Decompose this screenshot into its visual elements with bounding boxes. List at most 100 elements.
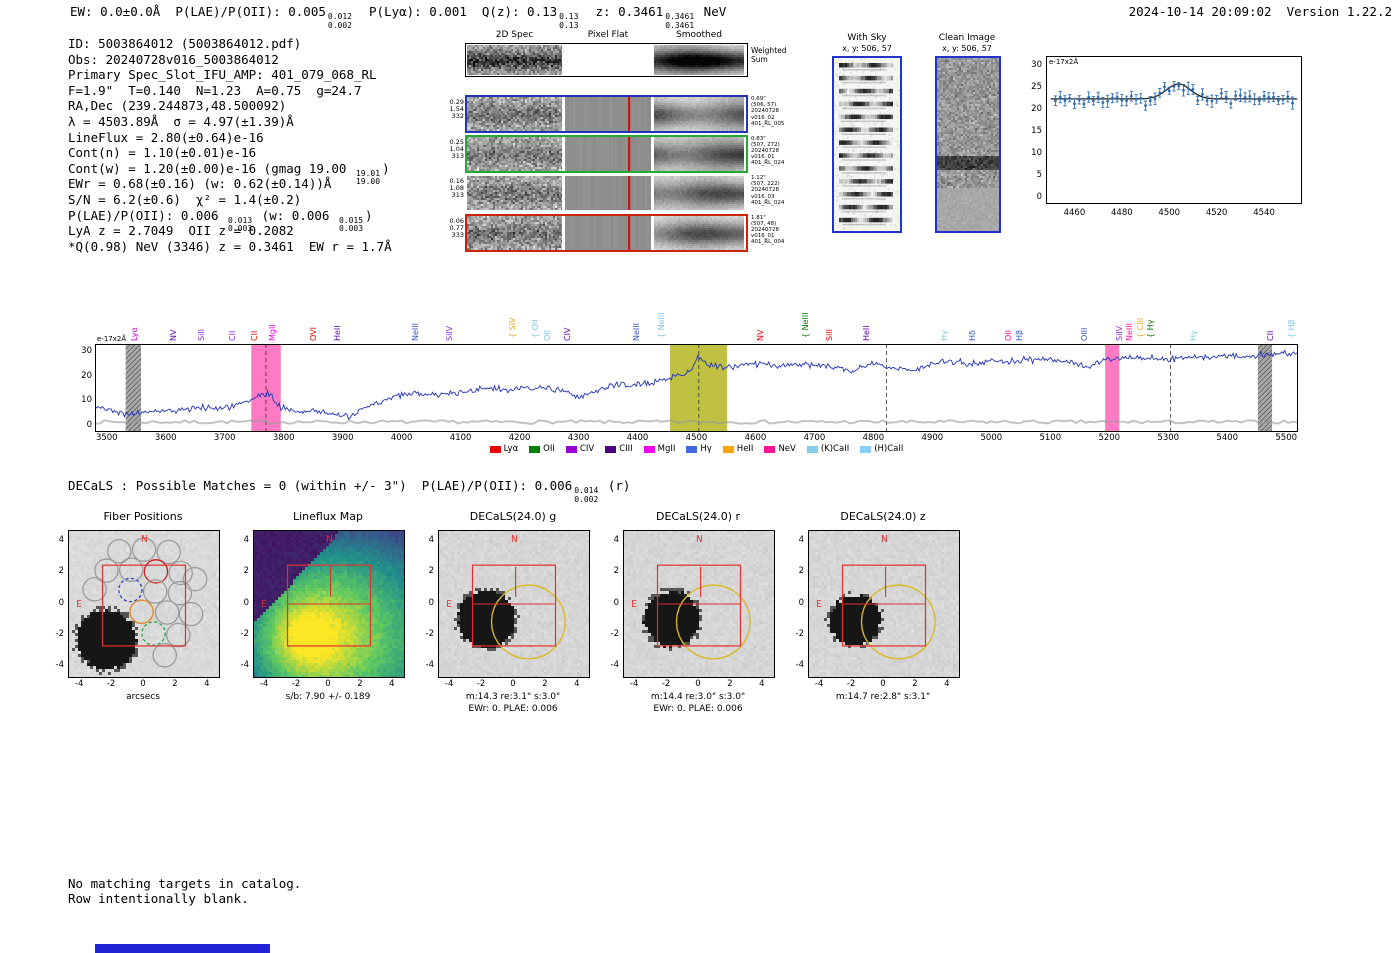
- cutout-y-tick: -4: [425, 659, 434, 670]
- cutout-x-tick: 2: [912, 679, 918, 689]
- mainspec-x-tick: 4400: [626, 433, 649, 443]
- cutout-x-tick: -2: [661, 679, 671, 689]
- text-segment: Obs: 20240728v016_5003864012: [68, 51, 279, 67]
- cutout-x-tick: 4: [389, 679, 395, 689]
- emission-line-label: Hδ: [967, 330, 977, 341]
- emission-line-label: Hγ: [1188, 330, 1198, 341]
- cutout-y-tick: 0: [243, 597, 249, 608]
- decals-r-image: [623, 530, 775, 678]
- info-line: LineFlux = 2.80(±0.64)e-16: [68, 130, 392, 146]
- emission-line-label: OVI: [309, 327, 319, 341]
- mainspec-x-tick: 4600: [744, 433, 767, 443]
- legend-label: NeV: [778, 444, 796, 454]
- legend-item: HeII: [722, 444, 753, 454]
- legend-item: CIV: [565, 444, 594, 454]
- text-segment: DECaLS : Possible Matches = 0 (within +/…: [68, 478, 573, 493]
- info-line: Cont(n) = 1.10(±0.01)e-16: [68, 145, 392, 161]
- mainspec-y-tick: 10: [81, 395, 92, 406]
- weighted-sum-label: Weighted Sum: [751, 46, 787, 64]
- cutout-y-tick: 2: [243, 566, 249, 577]
- emission-line-label: SiIV: [444, 325, 454, 341]
- lineflux-map-image: [253, 530, 405, 678]
- cutout-x-tick: 0: [510, 679, 516, 689]
- legend-item: (H)CaII: [860, 444, 903, 454]
- legend-label: MgII: [657, 444, 676, 454]
- zoom-y-tick: 0: [1036, 192, 1042, 203]
- zoom-y-tick: 20: [1031, 104, 1042, 114]
- info-line: ID: 5003864012 (5003864012.pdf): [68, 36, 392, 52]
- spec2d-col-header: 2D Spec: [495, 30, 534, 40]
- cutout-y-tick: 0: [798, 597, 804, 608]
- legend-swatch: [722, 445, 734, 453]
- cutout-y-tick: 4: [798, 535, 804, 546]
- text-segment: z: 0.3461: [580, 4, 664, 19]
- fiber-pixelflat-strip: [565, 176, 651, 210]
- text-segment: EWr = 0.68(±0.16) (w: 0.62(±0.14))Å: [68, 176, 332, 192]
- zoom-y-tick: 5: [1036, 170, 1042, 181]
- spec2d-row-left-labels: 0.06 0.77 333: [449, 216, 464, 239]
- fiber-xlabel: arcsecs: [126, 692, 160, 702]
- cutout-x-tick: -2: [291, 679, 301, 689]
- cutout-y-tick: 2: [428, 566, 434, 577]
- decals-g-caption1: m:14.3 re:3.1" s:3.0": [465, 692, 561, 702]
- emission-line-label: OII: [1004, 329, 1014, 341]
- zoom-x-tick: 4500: [1158, 208, 1181, 218]
- mainspec-x-tick: 4300: [567, 433, 590, 443]
- emission-line-label: SiII: [824, 328, 834, 341]
- cutout-x-tick: 4: [574, 679, 580, 689]
- cutout-x-tick: 4: [944, 679, 950, 689]
- cutout-y-tick: -4: [55, 659, 64, 670]
- zoom-x-tick: 4540: [1253, 208, 1275, 218]
- mainspec-x-tick: 4900: [921, 433, 944, 443]
- spec2d-row-left-labels: 0.25 1.04 313: [449, 137, 464, 160]
- legend-swatch: [565, 445, 577, 453]
- emission-line-label: Lyα: [130, 327, 140, 341]
- footer-note-line2: Row intentionally blank.: [68, 891, 249, 906]
- info-line: EWr = 0.68(±0.16) (w: 0.62(±0.14))Å: [68, 176, 392, 192]
- text-segment: P(Lyα): 0.001 Q(z): 0.13: [353, 4, 558, 19]
- detection-info-block: ID: 5003864012 (5003864012.pdf) Obs: 2024…: [68, 36, 392, 254]
- footer-blue-bar: [95, 944, 270, 953]
- cutout-x-tick: -4: [814, 679, 824, 689]
- legend-label: Lyα: [503, 444, 519, 454]
- cutout-x-tick: 2: [357, 679, 363, 689]
- text-segment: λ = 4503.89Å σ = 4.97(±1.39)Å: [68, 113, 294, 129]
- cutout-y-tick: 4: [58, 535, 64, 546]
- cutout-y-tick: -2: [425, 628, 434, 639]
- text-segment: (w: 0.006: [254, 207, 337, 223]
- info-line: S/N = 6.2(±0.6) χ² = 1.4(±0.2): [68, 192, 392, 208]
- mainspec-x-tick: 5500: [1275, 433, 1298, 443]
- cutout-x-tick: 2: [542, 679, 548, 689]
- decals-r-caption2: EWr: 0. PLAE: 0.006: [653, 704, 743, 714]
- mainspec-x-tick: 4000: [390, 433, 413, 443]
- zoom-x-tick: 4480: [1111, 208, 1133, 218]
- emission-line-label: OII: [543, 329, 553, 341]
- cutout-x-tick: 2: [172, 679, 178, 689]
- cutout-x-tick: 2: [727, 679, 733, 689]
- cutout-x-tick: 0: [325, 679, 331, 689]
- info-line: RA,Dec (239.244873,48.500092): [68, 98, 392, 114]
- cutout-y-tick: 2: [58, 566, 64, 577]
- legend-swatch: [605, 445, 617, 453]
- text-segment: NeV: [696, 4, 727, 19]
- emission-line-legend: Lyα OII CIV CIII MgII Hγ HeII NeV (K)CaII (H)CaII: [95, 444, 1298, 454]
- mainspec-x-tick: 5400: [1216, 433, 1239, 443]
- clean-image: [935, 56, 1001, 233]
- spec2d-row-annotations: 1.81" (507, 48) 20240728 v016_01 401_RL_…: [751, 214, 785, 246]
- cutout-x-tick: 4: [204, 679, 210, 689]
- decals-z-image: [808, 530, 960, 678]
- fiber-smoothed-strip: [654, 215, 744, 250]
- text-segment: ID: 5003864012 (5003864012.pdf): [68, 36, 302, 51]
- mainspec-x-tick: 3500: [95, 433, 118, 443]
- cutout-y-tick: 2: [798, 566, 804, 577]
- zoom-x-tick: 4520: [1205, 208, 1228, 218]
- info-line: Obs: 20240728v016_5003864012: [68, 52, 392, 68]
- legend-swatch: [860, 445, 872, 453]
- cutout-x-tick: -2: [476, 679, 486, 689]
- withsky-image: [832, 56, 902, 233]
- text-segment: P(LAE)/P(OII): 0.006: [68, 207, 227, 223]
- legend-swatch: [686, 445, 698, 453]
- emission-line-label: MgII: [268, 324, 278, 341]
- legend-item: MgII: [643, 444, 676, 454]
